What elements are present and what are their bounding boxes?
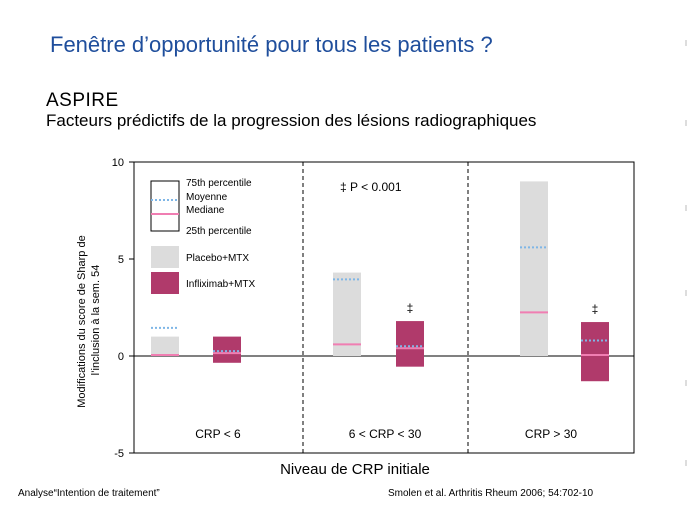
y-axis: 10 5 0 -5	[112, 157, 134, 460]
legend-box-swatch	[150, 180, 180, 232]
y-tick-label: 10	[112, 157, 124, 169]
footnote-analysis: Analyse“Intention de traitement”	[18, 488, 160, 499]
y-axis-label: Modifications du score de Sharp de l’inc…	[76, 232, 102, 408]
placebo-bar	[333, 272, 361, 356]
legend-p25: 25th percentile	[186, 226, 252, 237]
legend: 75th percentile Moyenne Mediane 25th per…	[150, 178, 256, 294]
bar-series: ‡ ‡	[151, 181, 609, 382]
infliximab-bar	[396, 321, 424, 367]
plot-border	[133, 161, 635, 454]
x-axis-label: Niveau de CRP initiale	[280, 461, 430, 478]
legend-placebo: Placebo+MTX	[186, 253, 249, 264]
legend-median: Mediane	[186, 205, 225, 216]
citation: Smolen et al. Arthritis Rheum 2006; 54:7…	[388, 488, 594, 499]
significance-annotation: ‡ P < 0.001	[340, 180, 402, 194]
significance-marker: ‡	[407, 301, 414, 315]
placebo-bar	[520, 181, 548, 356]
legend-infliximab: Infliximab+MTX	[186, 279, 256, 290]
legend-infliximab-swatch	[151, 272, 179, 294]
y-tick-label: 0	[118, 351, 124, 363]
legend-mean: Moyenne	[186, 192, 228, 203]
y-tick-label: 5	[118, 254, 124, 266]
group-label: CRP > 30	[525, 427, 577, 441]
slide-edge-decoration	[685, 40, 687, 466]
significance-marker: ‡	[592, 302, 599, 316]
group-label: 6 < CRP < 30	[349, 427, 422, 441]
legend-placebo-swatch	[151, 246, 179, 268]
section-subtitle: Facteurs prédictifs de la progression de…	[46, 111, 537, 130]
plot-area	[133, 161, 635, 454]
slide-title: Fenêtre d’opportunité pour tous les pati…	[50, 32, 493, 57]
placebo-bar	[151, 336, 179, 356]
group-label: CRP < 6	[195, 427, 241, 441]
legend-p75: 75th percentile	[186, 178, 252, 189]
group-labels: CRP < 6 6 < CRP < 30 CRP > 30	[195, 427, 577, 441]
infliximab-bar	[581, 322, 609, 382]
infliximab-bar	[213, 336, 241, 363]
section-heading: ASPIRE	[46, 90, 119, 111]
y-tick-label: -5	[114, 448, 124, 460]
